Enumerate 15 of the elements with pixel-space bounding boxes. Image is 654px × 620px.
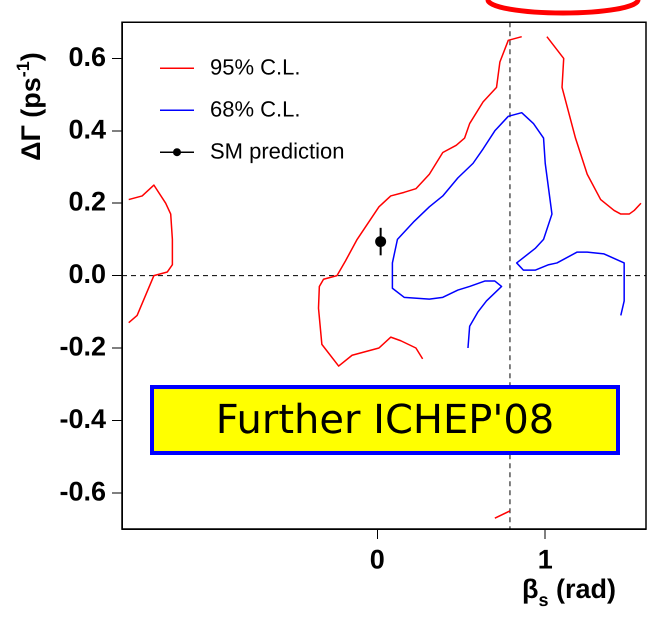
y-tick-label: -0.4 [59, 404, 106, 434]
legend-label: 68% C.L. [210, 96, 300, 122]
annotation: Further ICHEP'08 [216, 397, 554, 443]
legend-label: SM prediction [210, 138, 345, 164]
y-tick-label: 0.2 [68, 186, 106, 217]
y-tick-label: -0.2 [59, 331, 106, 362]
y-axis-title: ΔΓ (ps-1) [13, 52, 46, 161]
x-tick-label: 0 [370, 544, 385, 575]
y-tick-label: -0.6 [59, 476, 106, 506]
ribbon-banner: Further ICHEP'08 [150, 385, 620, 455]
y-tick-label: 0.6 [68, 42, 106, 72]
x-tick-label: 1 [538, 544, 553, 575]
y-tick-label: 0.0 [68, 259, 106, 290]
y-tick-label: 0.4 [68, 114, 106, 144]
legend-label: 95% C.L. [210, 54, 300, 80]
